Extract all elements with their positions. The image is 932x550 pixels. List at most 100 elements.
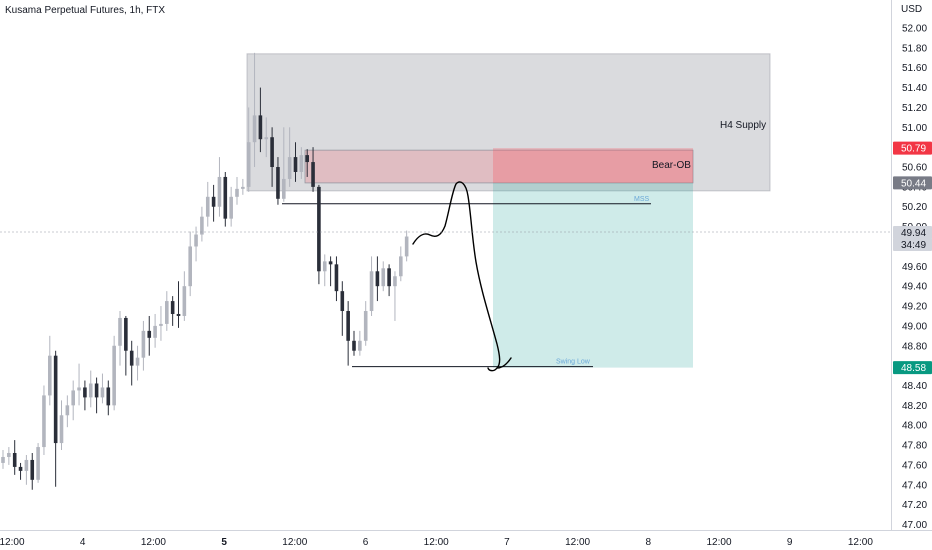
candle-body <box>223 176 228 219</box>
candle <box>106 380 111 416</box>
candle <box>112 335 116 411</box>
candle-body <box>176 313 181 316</box>
candle <box>124 315 128 376</box>
candle-body <box>305 155 309 163</box>
candle-body <box>1 456 5 463</box>
candle <box>188 231 192 297</box>
candle-body <box>252 115 257 143</box>
candle <box>270 127 274 187</box>
candle <box>375 256 380 302</box>
candle <box>252 52 257 168</box>
candle-body <box>88 383 93 398</box>
price-badge-text: 48.58 <box>901 363 926 374</box>
candle <box>170 296 175 326</box>
price-tick-label: 51.00 <box>902 123 927 134</box>
candle <box>36 443 40 483</box>
candle-body <box>112 345 116 406</box>
price-tick-label: 50.60 <box>902 163 927 174</box>
candle <box>194 226 198 262</box>
candle <box>59 400 64 451</box>
candle-body <box>124 317 128 351</box>
time-tick-label: 12:00 <box>0 537 25 548</box>
candle <box>48 335 52 406</box>
candle <box>211 184 216 222</box>
candle-body <box>276 167 280 199</box>
candle-body <box>369 271 374 312</box>
price-tick-label: 47.40 <box>902 480 927 491</box>
price-tick-label: 47.20 <box>902 500 927 511</box>
candle-body <box>118 317 122 346</box>
price-tick-label: 49.00 <box>902 321 927 332</box>
candle-body <box>258 115 263 140</box>
price-badge-bg <box>893 226 932 240</box>
candle-body <box>100 387 105 398</box>
candle <box>135 345 140 381</box>
candle <box>328 256 333 287</box>
candle <box>241 178 245 195</box>
price-tick-label: 49.60 <box>902 262 927 273</box>
chart-title: Kusama Perpetual Futures, 1h, FTX <box>5 5 165 16</box>
price-badge: 34:49 <box>893 237 932 251</box>
price-badge-text: 34:49 <box>901 240 926 251</box>
time-tick-label: 9 <box>787 537 793 548</box>
candle-body <box>165 301 169 324</box>
candle <box>65 395 70 428</box>
price-axis-ticks: 52.0051.8051.6051.4051.2051.0050.8050.60… <box>902 24 927 532</box>
price-badge-bg <box>893 361 932 375</box>
candle-body <box>200 216 204 235</box>
mss-label: MSS <box>634 196 650 203</box>
price-tick-label: 52.00 <box>902 24 927 35</box>
candle <box>393 271 397 321</box>
h4-supply-zone <box>246 53 771 192</box>
candle-body <box>77 387 81 391</box>
candle-body <box>135 357 140 366</box>
candle <box>18 462 23 480</box>
candle-body <box>211 196 216 207</box>
candle-body <box>358 340 362 351</box>
time-tick-label: 4 <box>80 537 86 548</box>
candle <box>223 171 228 227</box>
candle-body <box>264 137 269 140</box>
candle <box>30 453 35 490</box>
candle-body <box>393 276 397 287</box>
time-tick-label: 12:00 <box>565 537 590 548</box>
candle-body <box>293 157 298 172</box>
candle <box>12 440 17 475</box>
position-stop-zone[interactable] <box>493 148 693 183</box>
position-target-zone[interactable] <box>493 182 693 368</box>
candle-body <box>299 155 304 172</box>
swing-low-label: Swing Low <box>556 359 591 366</box>
candle-body <box>363 311 368 341</box>
candles-layer <box>1 52 409 490</box>
candle <box>276 157 280 205</box>
candle-body <box>147 330 152 338</box>
bear-ob-zone <box>304 149 694 184</box>
time-tick-label: 6 <box>363 537 369 548</box>
candle <box>293 142 298 182</box>
candle <box>317 184 321 285</box>
price-axis-unit: USD <box>901 4 922 15</box>
candle-body <box>287 157 292 179</box>
price-badge-text: 50.44 <box>901 178 926 189</box>
candle <box>299 147 304 179</box>
price-badge-bg <box>893 176 932 190</box>
candle-body <box>241 186 245 189</box>
candle <box>205 181 210 227</box>
candle <box>387 264 391 297</box>
candle <box>334 256 339 302</box>
candle-body <box>7 453 11 457</box>
candle-body <box>170 301 175 314</box>
price-tick-label: 50.20 <box>902 202 927 213</box>
candle <box>71 380 75 421</box>
candle <box>147 315 152 356</box>
candle-body <box>30 459 35 480</box>
candle-body <box>346 311 350 341</box>
candle-body <box>188 246 192 287</box>
candle-body <box>48 355 52 396</box>
candle <box>340 281 345 336</box>
candle <box>363 301 368 346</box>
bear-ob-label: Bear-OB <box>652 160 691 171</box>
candle-body <box>194 234 198 247</box>
